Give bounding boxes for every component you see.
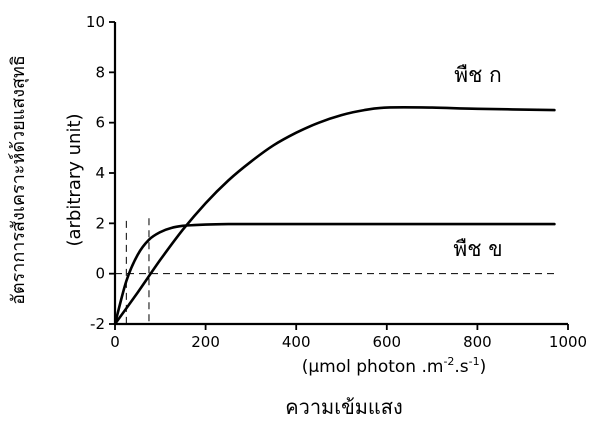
series-label-2: พืช ข	[453, 237, 502, 261]
series-line-1	[113, 106, 556, 326]
y-tick-label: 0	[95, 265, 105, 283]
y-axis-label-line-1: อัตราการสังเคราะห์ด้วยแสงสุทธิ	[8, 55, 29, 305]
y-tick-label: 6	[95, 114, 105, 132]
reference-lines	[115, 218, 556, 324]
y-axis-label-line-2: (arbitrary unit)	[64, 113, 85, 246]
ticks: -2 0 2 4 6 8 10 0 200 400 600 800 1000	[86, 13, 587, 351]
x-tick-label: 800	[463, 333, 492, 351]
x-axis-title: ความเข้มแสง	[285, 395, 403, 419]
series-label-1: พืช ก	[454, 63, 502, 87]
series-labels: พืช กพืช ข	[453, 63, 502, 261]
y-tick-label: 2	[95, 214, 105, 232]
series-lines	[113, 106, 556, 326]
x-tick-label: 600	[372, 333, 401, 351]
series-line-2	[113, 222, 556, 326]
x-tick-label: 200	[191, 333, 220, 351]
x-axis-label: (μmol photon .m-2.s-1)	[302, 355, 487, 377]
y-tick-label: -2	[90, 315, 105, 333]
y-axis-label: อัตราการสังเคราะห์ด้วยแสงสุทธิ (arbitrar…	[8, 55, 85, 305]
y-tick-label: 10	[86, 13, 105, 31]
y-tick-label: 8	[95, 63, 105, 81]
y-tick-label: 4	[95, 164, 105, 182]
x-tick-label: 0	[110, 333, 120, 351]
x-tick-label: 1000	[549, 333, 587, 351]
x-tick-label: 400	[282, 333, 311, 351]
